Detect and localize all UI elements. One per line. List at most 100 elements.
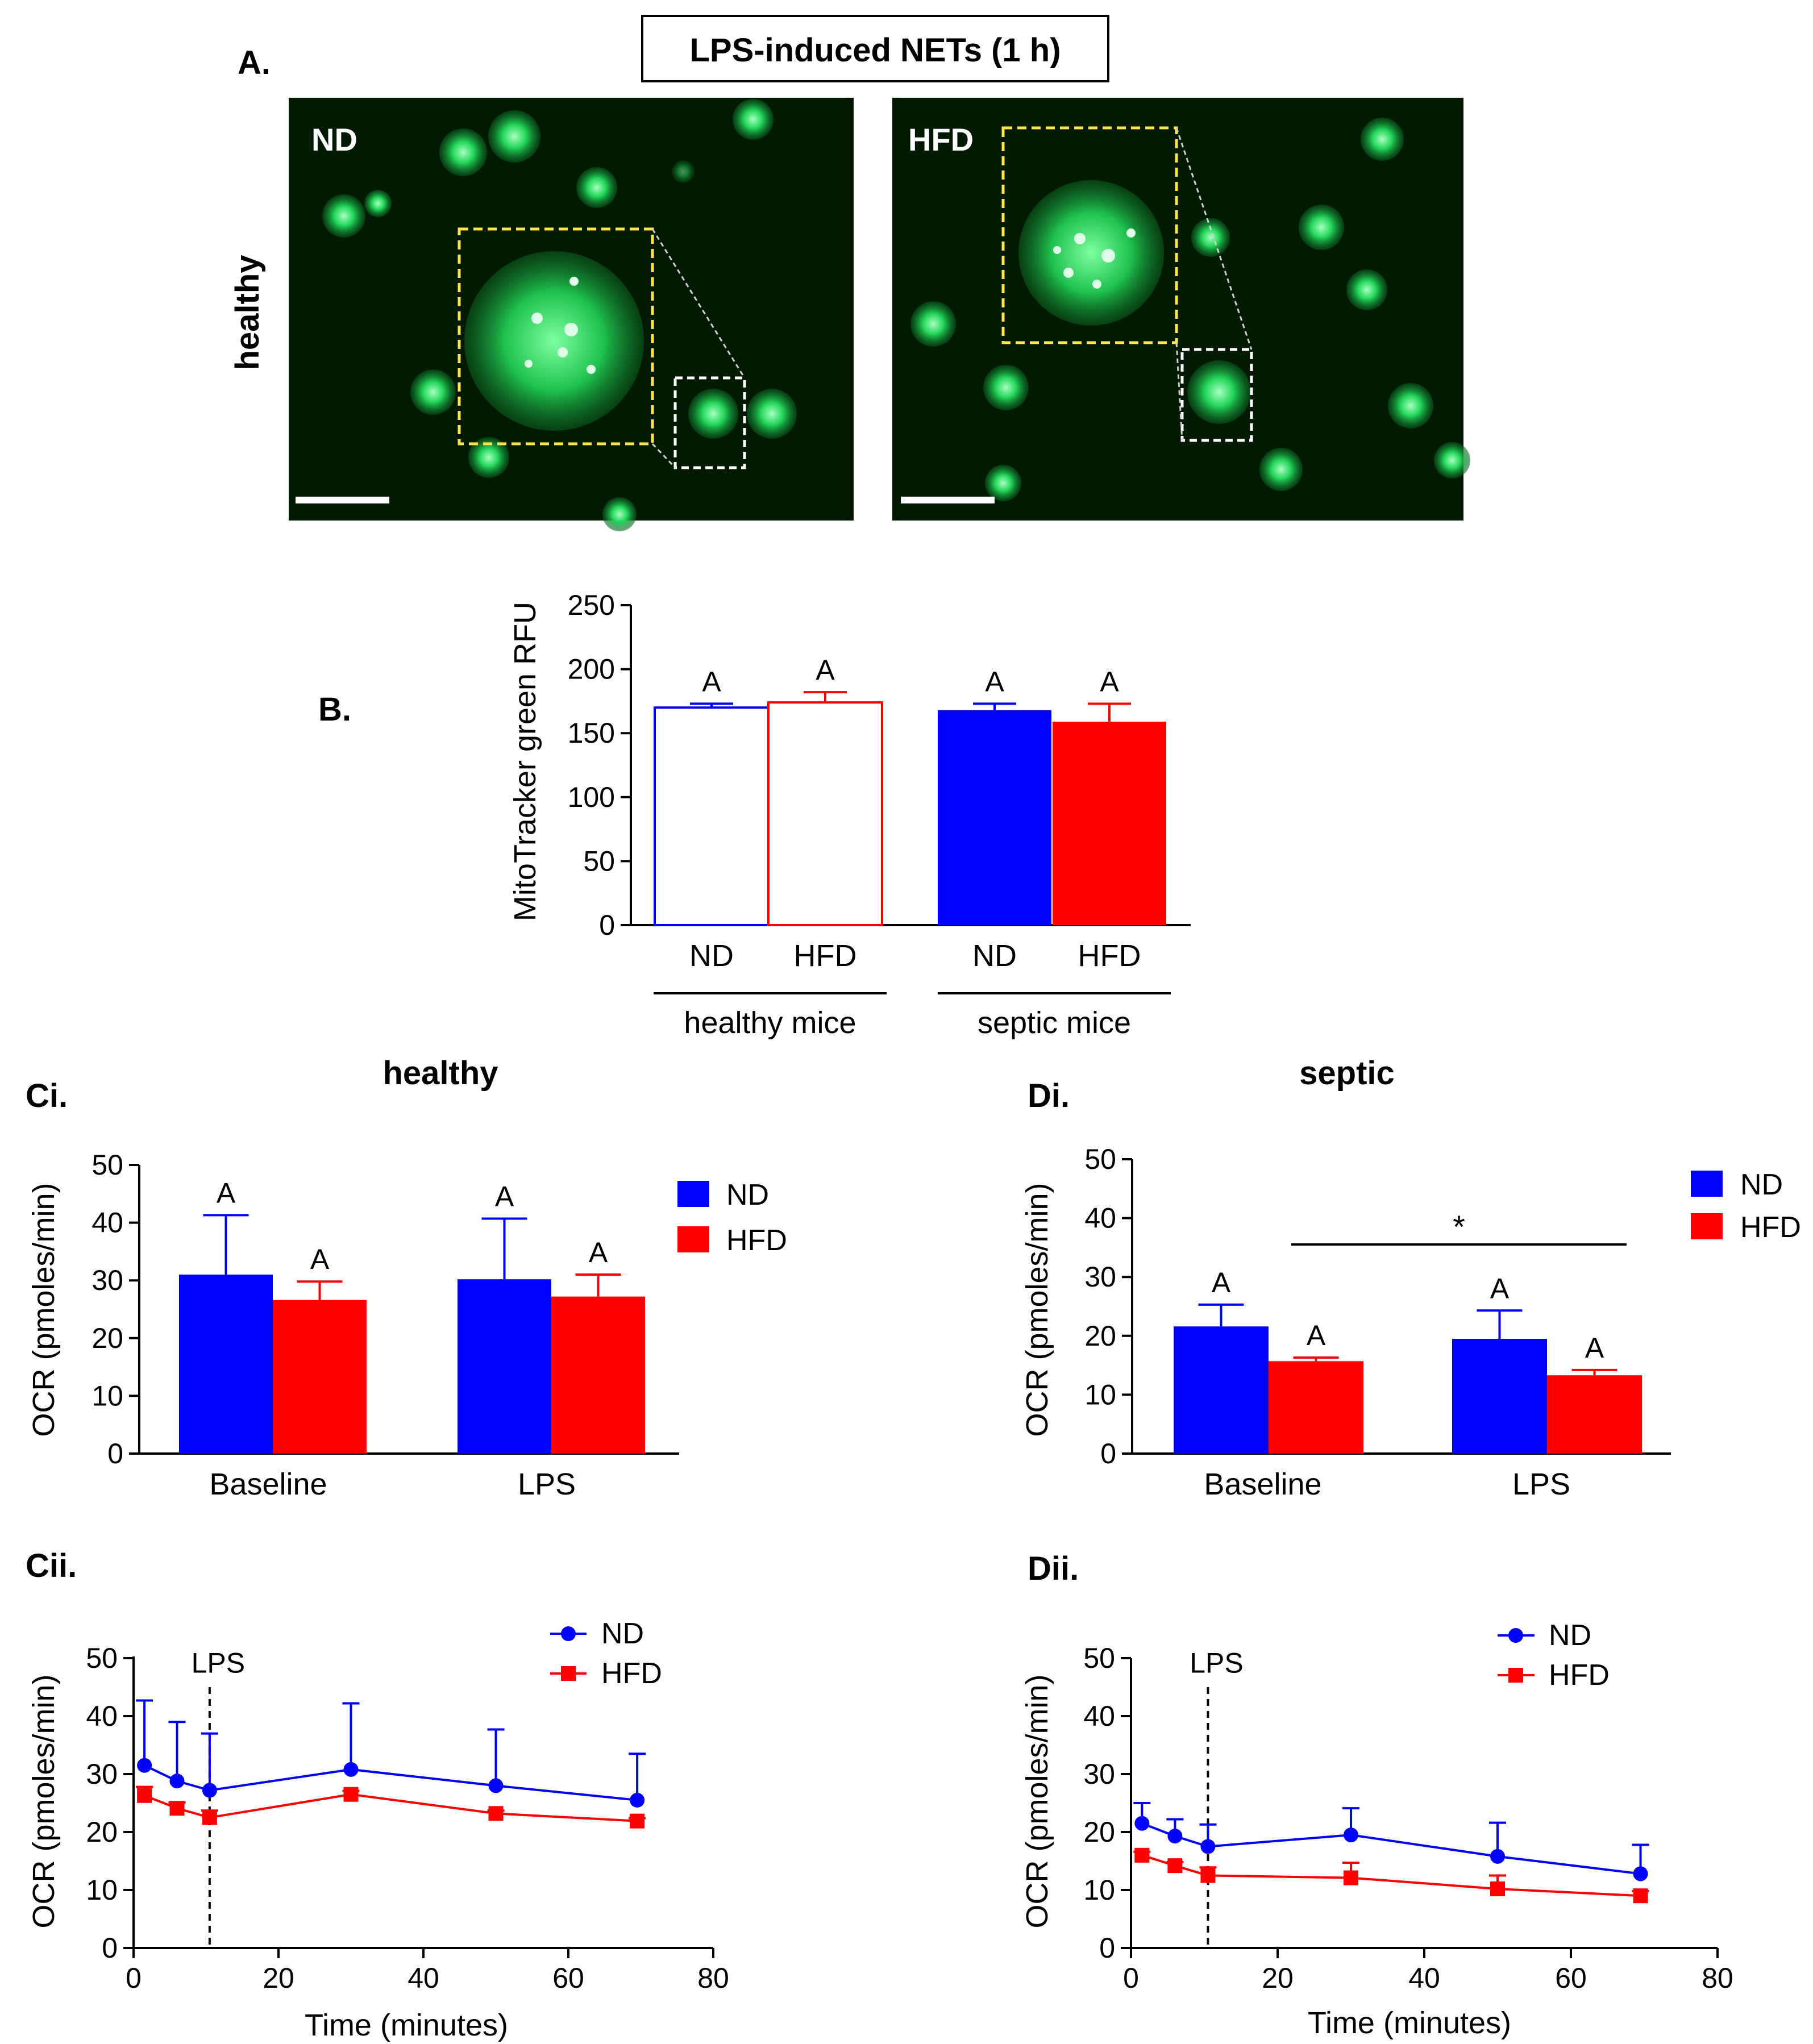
panel-label-di: Di. [1028,1077,1070,1114]
di-significance-star: * [1453,1209,1465,1244]
cii-nd-point [343,1762,359,1777]
ci-legend-label-nd: ND [726,1179,769,1212]
micrograph-hfd: HFD [892,98,1470,521]
cii-nd-point [137,1758,152,1773]
di-annotation: A [1585,1332,1604,1364]
inset-connector-nd-2 [651,443,676,469]
panel-label-a: A. [238,44,271,81]
cii-xtick-label: 20 [263,1962,294,1994]
b-bar [654,706,770,927]
cii-hfd-point [488,1806,504,1821]
dii-legend-marker-nd [1508,1628,1523,1643]
cii-hfd-line [144,1793,638,1822]
inset-connector-hfd-1 [1175,127,1253,350]
ci-ytick-label: 30 [92,1264,123,1296]
b-bars: A ND A HFD A ND A HFD [654,654,1166,973]
dii-ylabel: OCR (pmoles/min) [1020,1674,1054,1928]
ci-bar [179,1275,273,1454]
scale-bar-hfd [901,497,995,503]
cii-nd-line [144,1764,638,1801]
di-annotation: A [1307,1319,1326,1351]
cii-nd-point [202,1783,217,1798]
ci-legend: ND HFD [677,1179,787,1257]
ci-ylabel: OCR (pmoles/min) [27,1183,61,1437]
dii-ticks: 0 10 20 30 40 50 0 20 40 60 80 [1083,1642,1733,1994]
ci-legend-swatch-hfd [677,1226,709,1252]
cii-ylabel: OCR (pmoles/min) [27,1674,61,1928]
dii-nd-point [1344,1827,1358,1843]
cii-nd-point [488,1778,504,1793]
b-group-label-healthy: healthy mice [684,1006,856,1040]
ci-annotation: A [589,1237,608,1268]
dii-legend-label-hfd: HFD [1549,1659,1610,1692]
ci-bar [273,1300,367,1454]
di-bars: A A A A Baseline LPS [1174,1267,1642,1501]
dii-ytick-label: 0 [1099,1932,1115,1964]
b-category-label: ND [972,939,1017,973]
ci-ytick-label: 40 [92,1207,123,1239]
cii-ytick-label: 20 [86,1816,118,1848]
di-legend-label-nd: ND [1740,1168,1783,1201]
micrograph-hfd-label: HFD [908,122,974,157]
ci-category-label: LPS [518,1467,576,1501]
dii-nd-line [1141,1822,1641,1875]
di-ytick-label: 10 [1084,1379,1116,1410]
di-ytick-label: 30 [1084,1261,1116,1293]
di-ytick-label: 20 [1084,1320,1116,1352]
inset-connector-hfd-2 [1175,342,1183,441]
panel-b: B. MitoTracker green RFU 0 50 100 150 200 250… [318,589,1191,1040]
ci-ytick-label: 10 [92,1380,123,1412]
panel-di: Di. septic OCR (pmoles/min) 01020304050 … [1020,1055,1801,1501]
dii-legend-marker-hfd [1508,1668,1523,1683]
micrograph-nd-label: ND [311,122,357,157]
dii-hfd-point [1344,1870,1358,1885]
di-title: septic [1299,1055,1395,1092]
di-bar [1452,1338,1547,1454]
di-ytick-label: 40 [1084,1202,1116,1234]
dii-xtick-label: 80 [1702,1962,1733,1994]
ci-ytick-label: 50 [92,1149,123,1181]
ci-annotation: A [495,1180,514,1212]
dii-nd-point [1134,1816,1150,1831]
di-annotation: A [1490,1272,1510,1304]
dii-ytick-label: 50 [1083,1642,1115,1674]
di-category-label: Baseline [1204,1467,1321,1501]
b-group-label-septic: septic mice [978,1006,1131,1040]
b-ylabel: MitoTracker green RFU [508,602,542,921]
dii-xtick-label: 0 [1123,1962,1139,1994]
cells-hfd [910,118,1470,501]
dii-hfd-point [1167,1858,1183,1874]
cii-hfd-point [202,1810,217,1825]
ci-annotation: A [310,1243,330,1275]
di-bar [1269,1361,1363,1454]
cii-ytick-label: 50 [86,1642,118,1674]
cii-ytick-label: 40 [86,1700,118,1732]
di-legend-swatch-nd [1691,1171,1723,1197]
dii-nd-point [1633,1866,1648,1881]
ci-y-ticks: 0 10 20 30 40 50 [92,1149,139,1469]
panel-a: LPS-induced NETs (1 h) A. healthy [229,15,1470,531]
cii-ticks: 0 10 20 30 40 50 0 20 40 60 80 [86,1642,729,1994]
ci-legend-swatch-nd [677,1181,709,1207]
dii-ytick-label: 30 [1083,1758,1115,1790]
panel-ci: Ci. healthy OCR (pmoles/min) 0 10 20 30 40 50… [26,1055,787,1501]
di-bar [1547,1375,1642,1454]
dii-nd-point [1200,1839,1216,1854]
ci-category-label: Baseline [209,1467,327,1501]
b-ytick-label: 100 [568,781,615,813]
dii-xtick-label: 40 [1408,1962,1440,1994]
b-annotation: A [702,665,721,697]
cii-nd-point [630,1792,645,1808]
dii-legend-label-nd: ND [1549,1619,1591,1652]
dii-hfd-point [1490,1881,1505,1896]
micrograph-nd: ND [289,98,854,531]
b-group-labels: healthy mice septic mice [654,992,1171,1040]
cii-nd-point [169,1774,185,1789]
cii-legend: ND HFD [550,1617,662,1690]
dii-lps-label: LPS [1190,1647,1244,1679]
b-category-label: ND [689,939,734,973]
inset-box-yellow-hfd [1001,126,1178,344]
di-ytick-label: 0 [1100,1438,1116,1469]
b-ytick-label: 50 [583,845,615,877]
